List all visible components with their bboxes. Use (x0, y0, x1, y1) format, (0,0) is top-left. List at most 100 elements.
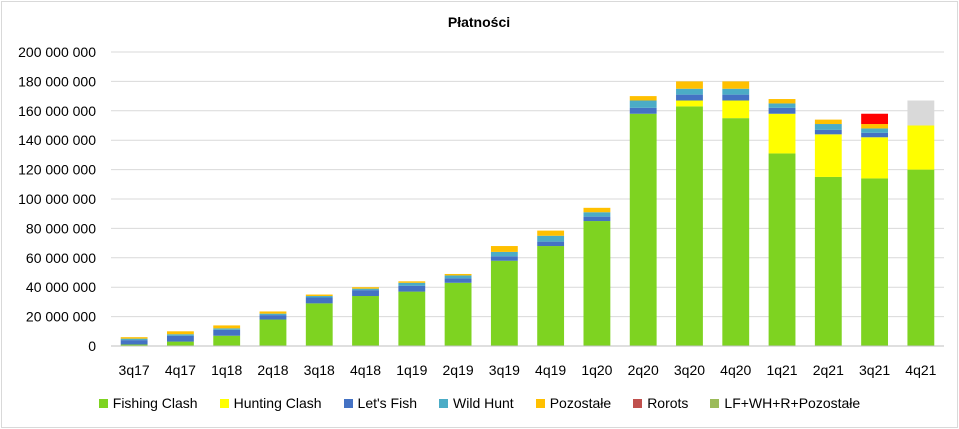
bar-segment (398, 282, 426, 286)
bar-segment (213, 325, 241, 329)
bar-segment (352, 296, 379, 346)
bar-segment (352, 288, 379, 291)
bar-segment (768, 99, 796, 104)
legend-label: Fishing Clash (112, 395, 198, 411)
legend-item: Let's Fish (343, 395, 417, 411)
y-tick-label: 180 000 000 (18, 73, 96, 89)
bar-segment (676, 88, 703, 95)
bar-segment (259, 311, 287, 314)
bar-segment (444, 273, 472, 276)
legend-item: Rorots (633, 395, 688, 411)
y-tick-label: 60 000 000 (26, 250, 96, 266)
y-tick-label: 40 000 000 (26, 279, 96, 295)
legend-label: Rorots (647, 395, 689, 411)
bar-segment (629, 96, 657, 101)
chart-title: Płatności (448, 14, 510, 30)
bar-segment (676, 100, 703, 107)
bar-segment (722, 94, 750, 101)
x-tick-label: 4q19 (535, 362, 566, 378)
bar-segment (861, 124, 889, 129)
bar-segment (629, 113, 657, 347)
bar-segment (676, 94, 703, 101)
legend-item: Hunting Clash (219, 395, 322, 411)
x-tick-label: 1q20 (581, 362, 612, 378)
legend-label: Hunting Clash (233, 395, 322, 411)
legend-swatch (98, 398, 108, 408)
bar-segment (768, 153, 796, 346)
x-tick-label: 1q21 (766, 362, 797, 378)
bar-segment (120, 338, 148, 341)
legend-swatch (710, 398, 720, 408)
bar-segment (861, 132, 889, 138)
bar-segment (490, 251, 518, 257)
bar-segment (259, 313, 287, 316)
y-tick-label: 140 000 000 (18, 132, 96, 148)
bar-segment (259, 319, 287, 346)
x-tick-label: 3q18 (304, 362, 335, 378)
bar-segment (583, 221, 611, 346)
bar-segment (120, 340, 148, 345)
legend-item: LF+WH+R+Pozostałe (710, 395, 860, 411)
x-tick-label: 2q18 (257, 362, 288, 378)
bar-segment (861, 178, 889, 346)
x-tick-label: 1q19 (396, 362, 427, 378)
y-tick-label: 80 000 000 (26, 220, 96, 236)
bar-segment (120, 337, 148, 339)
gridlines (111, 51, 944, 318)
x-axis-labels: 3q17 4q17 1q18 2q18 3q18 4q18 1q19 2q19 3q19 4q19… (119, 362, 937, 378)
bar-segment (861, 128, 889, 133)
bar-segment (398, 285, 426, 292)
bar-segment (907, 125, 935, 170)
legend-label: Wild Hunt (453, 395, 514, 411)
bar-segment (398, 291, 426, 346)
bar-segment (722, 100, 750, 119)
legend-swatch (219, 398, 229, 408)
legend-item: Wild Hunt (439, 395, 514, 411)
x-tick-label: 4q18 (350, 362, 381, 378)
legend-swatch (633, 398, 643, 408)
bar-segment (166, 335, 194, 342)
bar-segment (120, 344, 148, 346)
x-tick-label: 2q21 (813, 362, 844, 378)
bar-segment (213, 328, 241, 330)
bar-segment (676, 106, 703, 346)
bar-segment (352, 290, 379, 297)
bars (120, 81, 935, 347)
bar-segment (352, 287, 379, 289)
legend-label: Pozostałe (549, 395, 612, 411)
bar-segment (305, 294, 333, 297)
legend-item: Fishing Clash (98, 395, 198, 411)
x-tick-label: 3q19 (489, 362, 520, 378)
bar-segment (444, 275, 472, 279)
y-axis-labels: 0 20 000 000 40 000 000 60 000 000 80 000 00… (18, 44, 96, 354)
legend-label: LF+WH+R+Pozostałe (724, 395, 861, 411)
y-tick-label: 0 (88, 338, 96, 354)
legend-swatch (439, 398, 449, 408)
bar-segment (722, 81, 750, 89)
bar-segment (768, 103, 796, 108)
bar-segment (444, 282, 472, 346)
y-tick-label: 200 000 000 (18, 44, 96, 60)
bar-segment (305, 296, 333, 298)
bar-segment (213, 335, 241, 346)
bar-segment (814, 124, 842, 130)
x-tick-label: 3q21 (859, 362, 890, 378)
bar-segment (166, 334, 194, 336)
y-tick-label: 160 000 000 (18, 103, 96, 119)
y-tick-label: 100 000 000 (18, 191, 96, 207)
stacked-bar-chart: Płatności 0 20 000 000 40 000 000 60 000 00… (18, 14, 944, 378)
bar-segment (537, 230, 565, 236)
bar-segment (166, 331, 194, 335)
bar-segment (676, 81, 703, 89)
x-tick-label: 2q20 (628, 362, 659, 378)
x-tick-label: 3q17 (119, 362, 150, 378)
bar-segment (537, 235, 565, 242)
bar-segment (861, 137, 889, 179)
bar-segment (583, 216, 611, 222)
legend-swatch (535, 398, 545, 408)
bar-segment (629, 107, 657, 114)
bar-segment (814, 176, 842, 346)
x-tick-label: 1q18 (211, 362, 242, 378)
y-tick-label: 120 000 000 (18, 162, 96, 178)
